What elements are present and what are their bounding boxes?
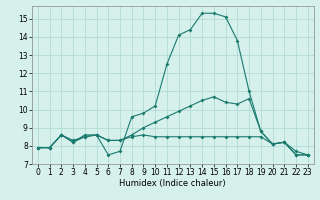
X-axis label: Humidex (Indice chaleur): Humidex (Indice chaleur) bbox=[119, 179, 226, 188]
